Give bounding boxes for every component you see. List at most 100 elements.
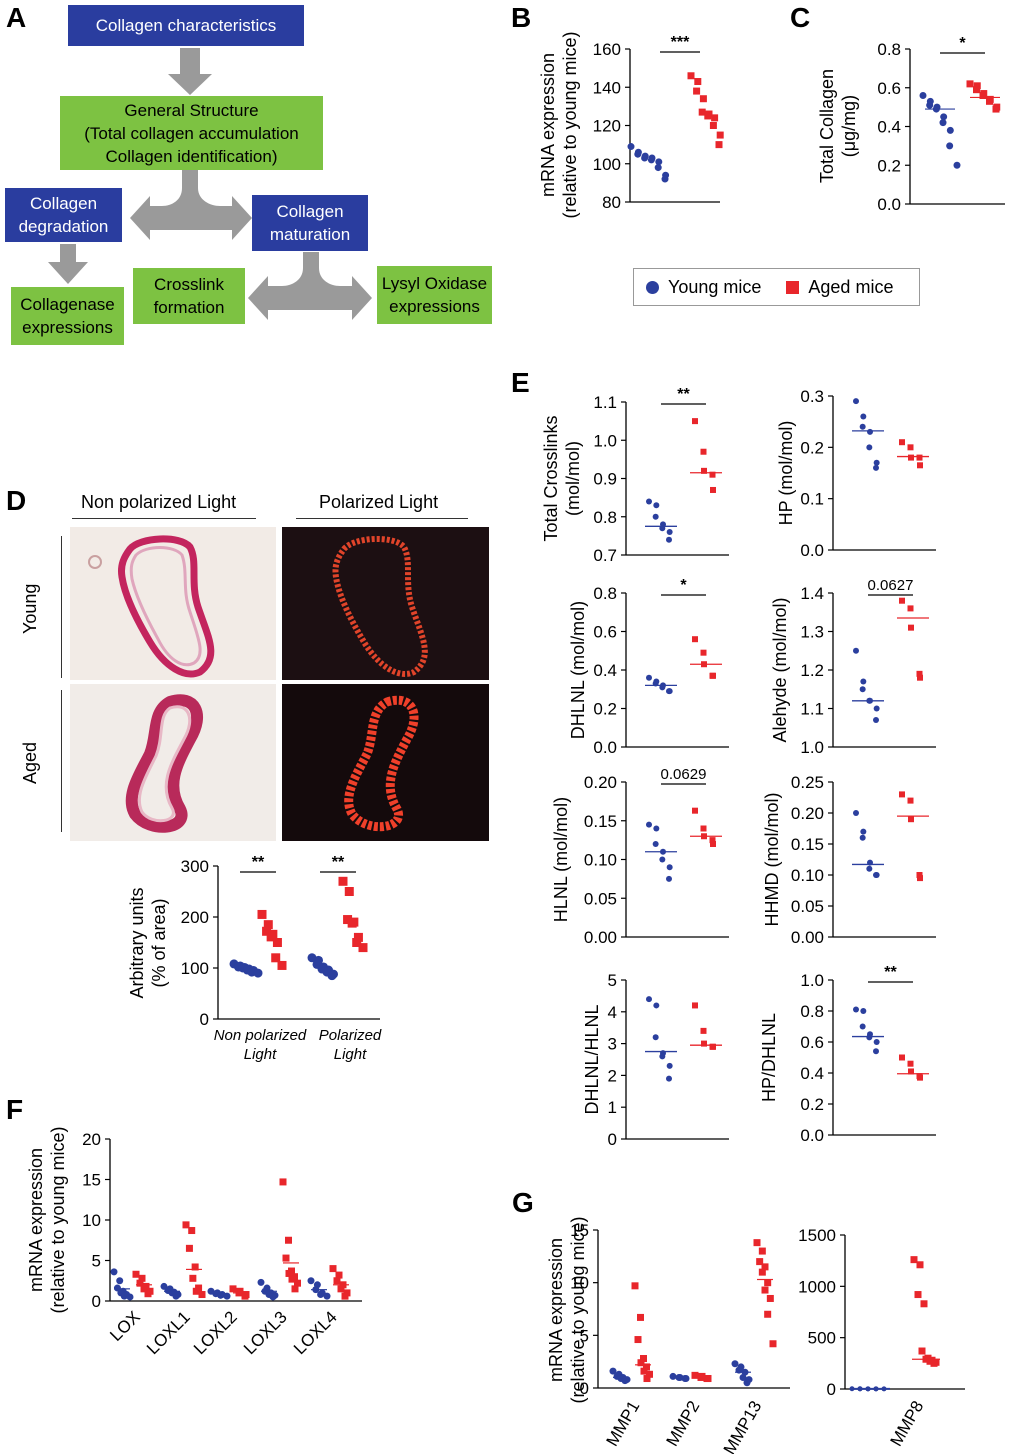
g1-aged-2-point-7 [766,1294,774,1302]
d-aged-1-point-7 [358,943,368,953]
c-ylabel-0: Total Collagen [817,69,837,183]
b-aged-point-7 [711,114,719,122]
e8-ytick-label-2: 0.4 [800,1064,824,1083]
e6-young-point-2 [859,834,866,841]
e4-ytick-label-1: 1.1 [800,700,824,719]
e1-ytick-label-0: 0.7 [593,546,617,565]
e7-ylabel-0: DHLNL/HLNL [582,1004,602,1114]
flow-arrow-split-1 [130,170,252,240]
e3-ytick-label-3: 0.6 [593,623,617,642]
f-aged-4-point-0 [329,1265,337,1273]
e1-aged-point-4 [710,486,716,493]
d-g0-sig-label: ** [252,854,265,871]
e8-sig-label: ** [884,964,897,981]
e6-young-point-0 [853,810,859,816]
micro-col-polarized: Polarized Light [319,492,439,512]
g2-aged-point-3 [920,1300,928,1308]
e1-ytick-label-2: 0.9 [593,470,617,489]
e3-ytick-label-4: 0.8 [593,584,617,603]
g1-young-2-point-6 [743,1379,751,1387]
d-ylabel-0: Arbitrary units [127,887,147,998]
b-young-point-4 [641,154,649,162]
d-ytick-label-0: 0 [200,1010,209,1029]
f-aged-3-point-7 [294,1279,301,1287]
e2-aged-point-4 [917,462,923,469]
e1-aged-point-0 [692,418,698,425]
e4-young-point-1 [860,678,867,685]
g1-aged-2-point-6 [761,1286,769,1294]
e8-young-point-2 [859,1023,866,1030]
f-aged-3-point-0 [279,1178,287,1186]
g1-aged-0-point-7 [646,1370,653,1378]
c-ytick-label-0: 0.0 [877,195,901,214]
e4-aged-point-3 [916,670,923,677]
g2-aged-point-2 [914,1291,922,1299]
e7-ytick-label-1: 1 [608,1098,617,1117]
e7-aged-point-0 [692,1002,698,1009]
e2-young-point-4 [866,444,873,451]
e5-aged-point-1 [700,825,707,832]
f-aged-0-point-6 [144,1290,152,1298]
e3-ytick-label-0: 0.0 [593,738,617,757]
b-aged-point-1 [694,78,702,86]
panel-letter-b: B [511,2,531,33]
g1-aged-1-point-4 [703,1375,711,1383]
f-aged-0-point-2 [136,1279,144,1287]
micrograph-aged-nonpolarized [70,684,276,841]
g2-ytick-label-1: 500 [808,1329,836,1348]
e5-young-point-2 [652,841,659,847]
e2-young-point-3 [867,428,873,435]
e1-aged-point-1 [700,448,707,455]
f-young-4-point-4 [317,1291,325,1299]
g2-ytick-label-2: 1000 [798,1277,836,1296]
e1-ytick-label-4: 1.1 [593,393,617,412]
panel-letter-a: A [6,2,26,33]
e6-ytick-label-4: 0.20 [791,804,824,823]
flow-arrows [48,48,372,320]
f-ytick-label-1: 5 [92,1252,101,1271]
e5-aged-point-0 [692,807,698,814]
e5-ytick-label-1: 0.05 [584,889,617,908]
legend-young-label: Young mice [668,276,762,297]
g1-aged-2-point-1 [758,1247,766,1255]
e2-ylabel-0: HP (mol/mol) [776,421,796,526]
e2-aged-point-0 [899,439,905,446]
d-xlabel-0-0: Non polarized [214,1027,307,1044]
g1-young-2-point-4 [739,1373,747,1381]
f-aged-1-point-7 [198,1291,206,1299]
g1-aged-2-point-2 [756,1258,764,1266]
b-ytick-label-3: 140 [593,78,621,97]
e3-aged-point-4 [710,672,716,679]
g1-xlabel-1: MMP2 [662,1398,703,1450]
e5-ytick-label-2: 0.10 [584,851,617,870]
e8-aged-point-1 [907,1060,914,1067]
e4-sig-label: 0.0627 [868,577,914,594]
g1-aged-0-point-5 [643,1363,650,1371]
f-aged-4-point-1 [335,1271,343,1279]
g2-ytick-label-0: 0 [827,1380,836,1399]
f-ytick-label-2: 10 [82,1211,101,1230]
e2-young-point-1 [860,413,867,420]
d-ytick-label-1: 100 [181,959,209,978]
e4-aged-point-2 [908,624,914,631]
c-young-point-6 [939,119,947,127]
f-ytick-label-3: 15 [82,1171,101,1190]
e1-ytick-label-3: 1.0 [593,431,617,450]
f-aged-1-point-4 [189,1274,197,1282]
e4-ylabel-0: Alehyde (mol/mol) [770,597,790,742]
flow-lysyl-oxidase-expressions: Lysyl Oxidase expressions [377,266,492,324]
f-ytick-label-4: 20 [82,1130,101,1149]
b-young-point-8 [654,164,662,172]
f-xlabel-4: LOXL4 [290,1307,341,1358]
b-young-point-6 [647,156,655,164]
e5-sig-label: 0.0629 [661,766,707,783]
e2-young-point-6 [873,464,879,471]
micrograph-young-nonpolarized [70,527,276,680]
c-young-point-5 [940,113,948,121]
f-ylabel-0: mRNA expression [26,1148,46,1292]
e7-ytick-label-0: 0 [608,1130,617,1149]
e1-ylabel-1: (mol/mol) [563,441,583,516]
g2-aged-point-10 [930,1359,938,1367]
micro-col-line-1 [72,518,256,519]
d-aged-0-point-5 [272,938,282,947]
